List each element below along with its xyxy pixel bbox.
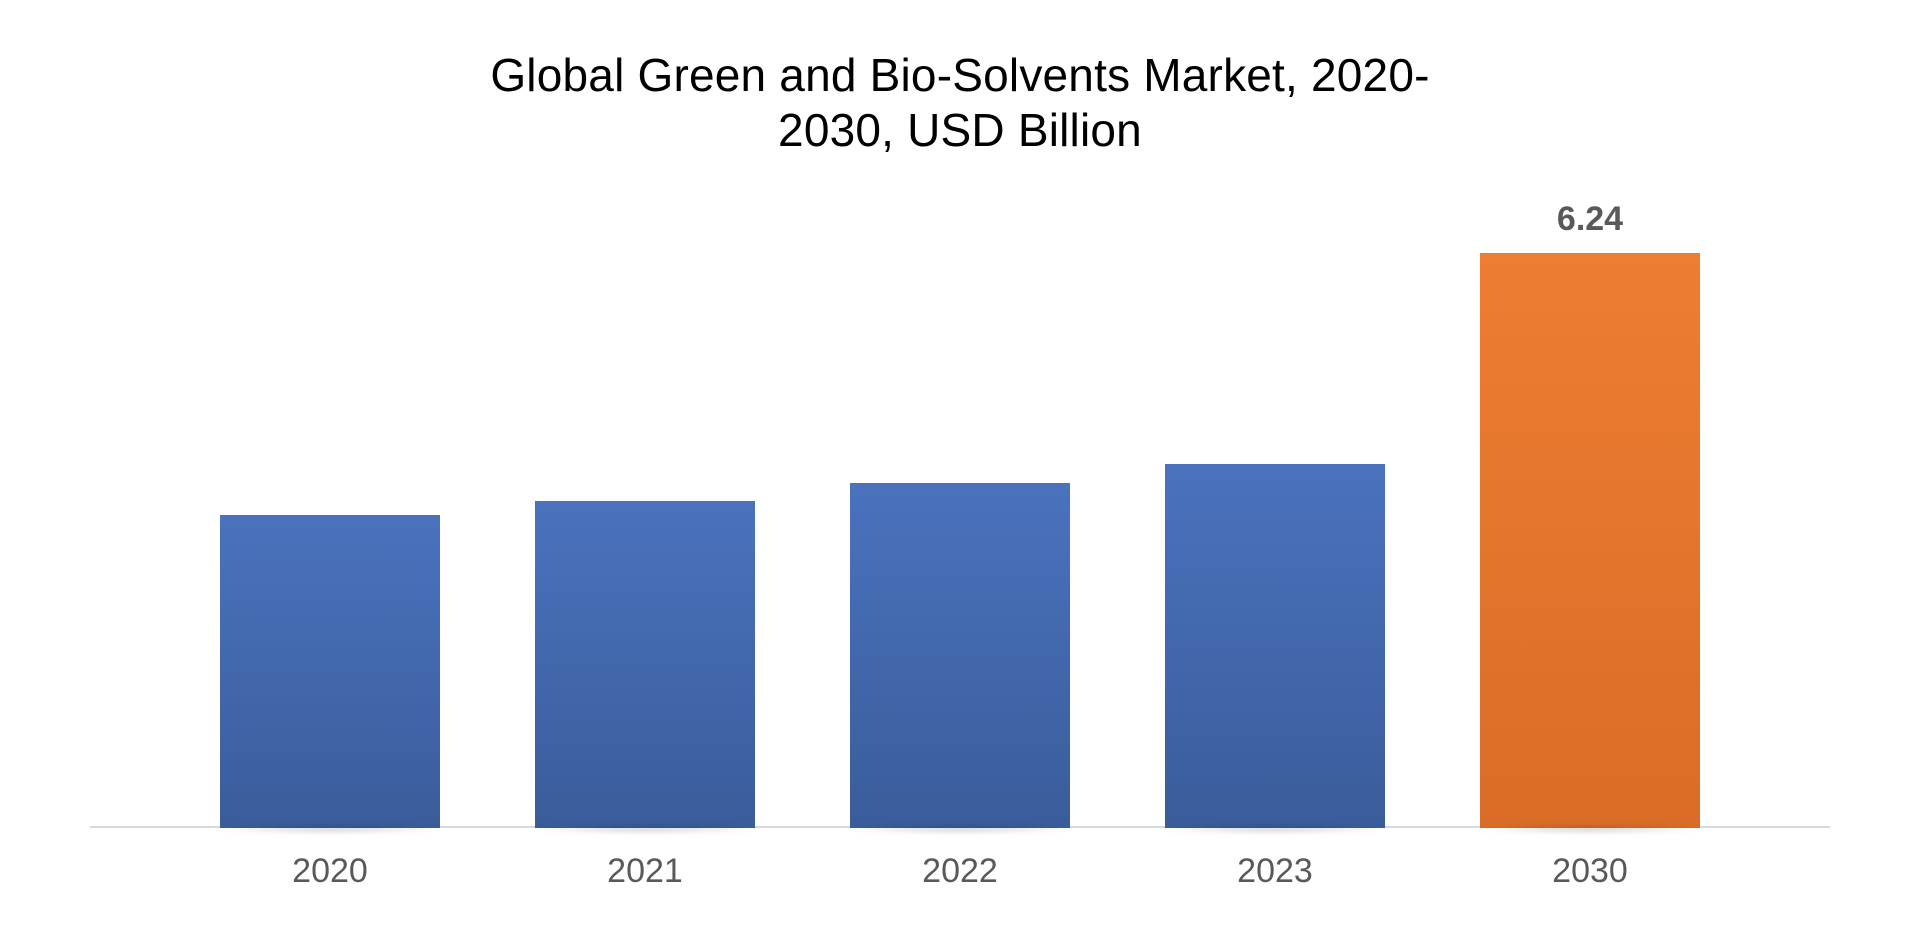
x-axis-label: 2023 — [1165, 852, 1385, 891]
bar-shadow — [840, 824, 1080, 834]
title-line-1: Global Green and Bio-Solvents Market, 20… — [490, 49, 1429, 101]
x-axis-label: 2021 — [535, 852, 755, 891]
bar-shadow — [1155, 824, 1395, 834]
bar-shadow — [525, 824, 765, 834]
bar-2023 — [1165, 464, 1385, 828]
bar-rect — [850, 483, 1070, 828]
title-line-2: 2030, USD Billion — [778, 104, 1142, 156]
bar-2020 — [220, 515, 440, 828]
x-axis-label: 2030 — [1480, 852, 1700, 891]
x-axis-label: 2022 — [850, 852, 1070, 891]
bar-rect — [535, 501, 755, 828]
plot-area: 6.24 — [90, 220, 1830, 828]
bar-rect — [220, 515, 440, 828]
bar-2021 — [535, 501, 755, 828]
bar-2022 — [850, 483, 1070, 828]
bar-rect — [1480, 253, 1700, 828]
bar-2030: 6.24 — [1480, 253, 1700, 828]
bar-shadow — [210, 824, 450, 834]
bar-shadow — [1470, 824, 1710, 834]
data-label: 6.24 — [1557, 200, 1623, 239]
x-axis-label: 2020 — [220, 852, 440, 891]
chart-title: Global Green and Bio-Solvents Market, 20… — [0, 48, 1920, 158]
bar-rect — [1165, 464, 1385, 828]
chart-container: Global Green and Bio-Solvents Market, 20… — [0, 0, 1920, 943]
